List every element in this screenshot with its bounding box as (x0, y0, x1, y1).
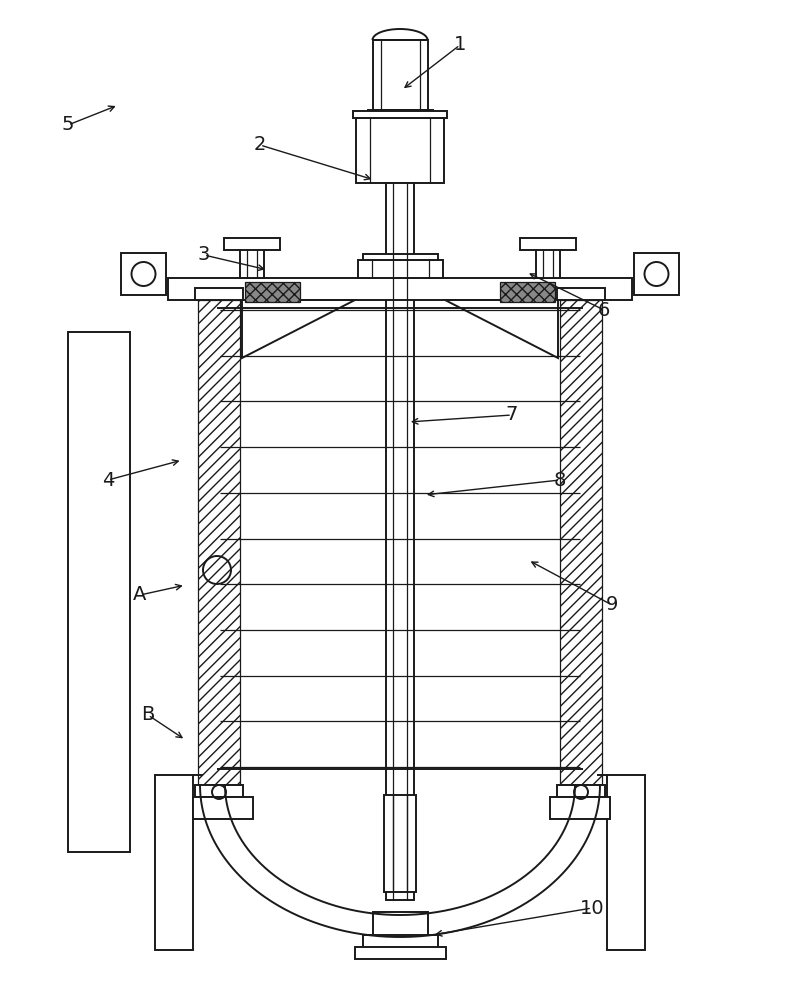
Bar (245, 282, 300, 302)
Text: 7: 7 (506, 406, 518, 424)
Bar (384, 795, 416, 892)
Bar (240, 240, 264, 278)
Bar (536, 240, 560, 278)
Bar (224, 238, 280, 250)
Bar (373, 40, 427, 110)
Text: 1: 1 (454, 35, 466, 54)
Bar (557, 288, 605, 300)
Bar (557, 785, 605, 797)
Text: 3: 3 (198, 245, 210, 264)
Bar (500, 282, 555, 302)
Bar (560, 300, 602, 785)
Text: 4: 4 (102, 471, 114, 489)
Text: 10: 10 (580, 898, 604, 918)
Bar (195, 785, 243, 797)
Bar (353, 111, 447, 118)
Bar (362, 935, 438, 949)
Bar (195, 288, 243, 300)
Bar (68, 332, 130, 852)
Bar (354, 947, 446, 959)
Bar (550, 797, 610, 819)
Text: A: A (134, 585, 146, 604)
Bar (607, 775, 645, 950)
Text: 9: 9 (606, 595, 618, 614)
Text: 8: 8 (554, 471, 566, 489)
Bar (634, 253, 679, 295)
Bar (121, 253, 166, 295)
Bar (193, 797, 253, 819)
Bar (155, 775, 193, 950)
Text: B: B (142, 706, 154, 724)
Bar (582, 300, 600, 785)
Bar (356, 118, 444, 183)
Bar (386, 183, 414, 900)
Bar (168, 278, 632, 300)
Bar (362, 254, 438, 260)
Text: 6: 6 (598, 300, 610, 320)
Bar (373, 912, 427, 937)
Bar (520, 238, 576, 250)
Bar (367, 110, 433, 118)
Bar (358, 260, 442, 278)
Bar (198, 300, 240, 785)
Text: 2: 2 (254, 135, 266, 154)
Bar (200, 300, 218, 785)
Text: 5: 5 (62, 115, 74, 134)
